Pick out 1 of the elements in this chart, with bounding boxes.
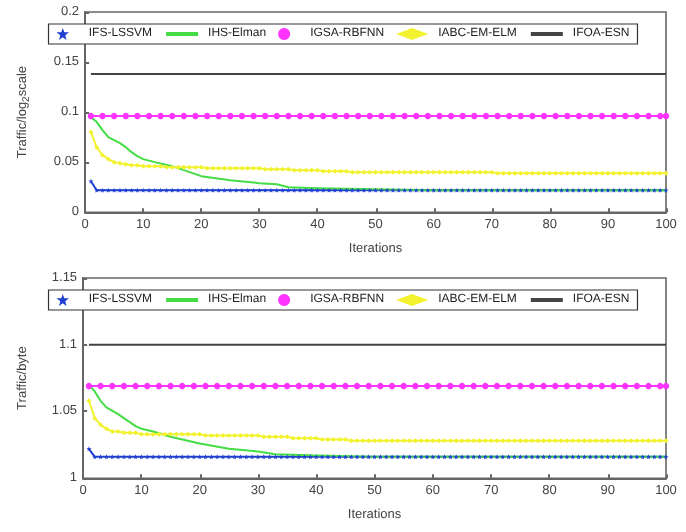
line-series — [87, 383, 667, 458]
